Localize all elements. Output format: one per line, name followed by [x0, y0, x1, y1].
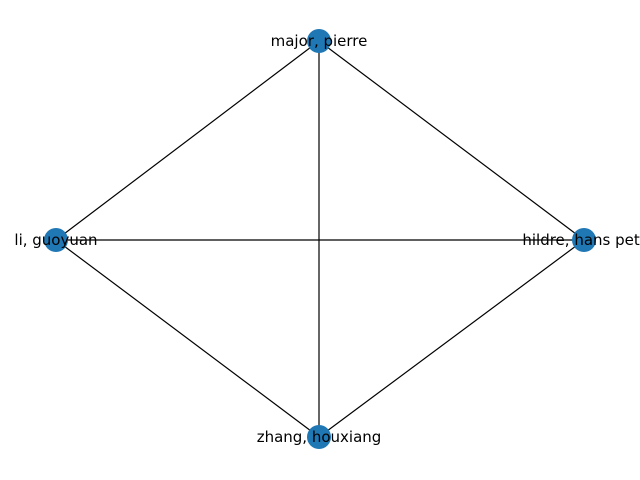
node-li [44, 228, 68, 252]
edge-hildre-zhang [318, 239, 585, 438]
label-layer: major, pierre li, guoyuan hildre, hans p… [14, 32, 640, 446]
node-label-major: major, pierre [271, 32, 368, 50]
node-label-hildre: hildre, hans pett [522, 231, 640, 249]
node-label-zhang: zhang, houxiang [257, 428, 382, 446]
node-hildre [572, 228, 596, 252]
edge-major-li [55, 40, 320, 241]
edge-li-zhang [55, 239, 320, 438]
edge-major-hildre [318, 40, 585, 241]
node-major [307, 29, 331, 53]
edge-layer [55, 40, 585, 438]
node-zhang [307, 425, 331, 449]
node-label-li: li, guoyuan [14, 231, 97, 249]
node-layer [44, 29, 596, 449]
